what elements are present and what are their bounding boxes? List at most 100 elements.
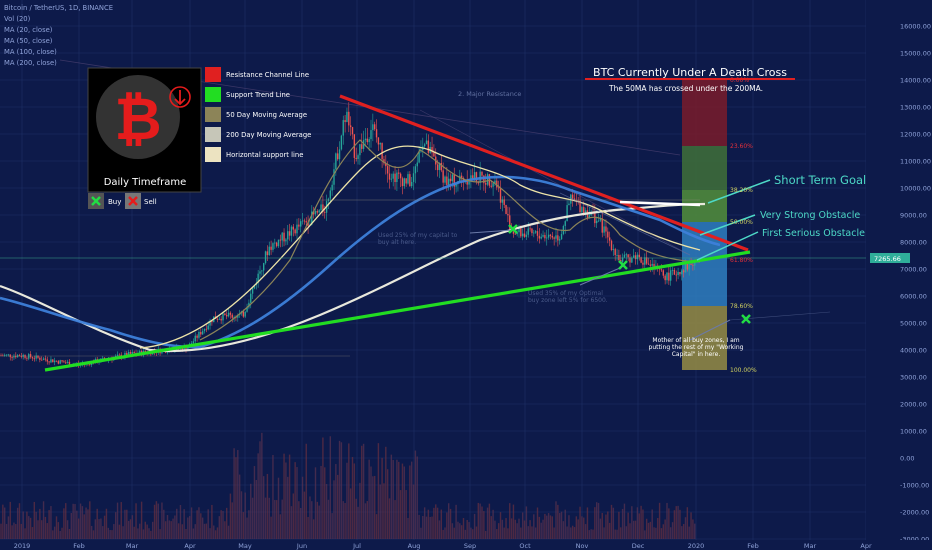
- volume-bar: [65, 503, 67, 539]
- candle-body: [634, 255, 637, 260]
- volume-bar: [618, 511, 620, 539]
- candle-body: [303, 220, 306, 222]
- volume-bar: [338, 440, 341, 539]
- volume-bar: [20, 523, 23, 539]
- candle-body: [501, 199, 504, 203]
- y-tick-label: 14000.00: [900, 77, 931, 85]
- candle-body: [620, 260, 622, 262]
- candle-body: [612, 249, 615, 251]
- resistance-channel-line: [339, 94, 749, 252]
- volume-bar: [684, 517, 687, 539]
- volume-bar: [246, 517, 248, 539]
- volume-bar: [61, 527, 63, 539]
- indicator-vol[interactable]: Vol (20): [4, 15, 31, 23]
- candle-body: [390, 178, 393, 180]
- volume-bar: [292, 493, 294, 539]
- very-strong-label: Very Strong Obstacle: [760, 210, 860, 221]
- candle-body: [425, 140, 428, 145]
- candle-body: [222, 313, 224, 321]
- indicator-ma50[interactable]: MA (50, close): [4, 37, 53, 45]
- x-tick-label: Nov: [576, 542, 589, 550]
- volume-bar: [581, 516, 583, 539]
- candle-body: [401, 178, 404, 187]
- volume-bar: [174, 515, 176, 539]
- volume-bar: [331, 513, 333, 539]
- candle-body: [229, 312, 232, 315]
- volume-bar: [4, 507, 6, 539]
- volume-bar: [520, 527, 522, 539]
- volume-bar: [644, 530, 646, 539]
- candle-body: [22, 355, 24, 357]
- volume-bar: [603, 527, 605, 539]
- candle-body: [694, 260, 696, 266]
- candle-body: [581, 207, 583, 213]
- volume-bar: [13, 522, 15, 539]
- volume-bar: [90, 525, 93, 539]
- candle-body: [407, 174, 409, 184]
- candle-body: [227, 312, 230, 317]
- volume-bar: [597, 502, 600, 539]
- arrow-short-term: [707, 179, 771, 204]
- candle-body: [200, 331, 202, 335]
- volume-bar: [261, 432, 263, 539]
- volume-bar: [433, 507, 435, 539]
- legend-label: 200 Day Moving Average: [226, 131, 311, 139]
- candle-body: [370, 130, 372, 140]
- candle-body: [190, 343, 193, 345]
- aux-line-2: [419, 109, 691, 256]
- fib-label-38: 38.20%: [730, 187, 753, 194]
- volume-bar: [66, 520, 69, 539]
- volume-bar: [63, 508, 65, 539]
- volume-bar: [118, 524, 121, 539]
- volume-bar: [503, 527, 505, 539]
- legend-label: 50 Day Moving Average: [226, 111, 307, 119]
- candle-body: [277, 239, 280, 247]
- volume-bar: [486, 507, 489, 539]
- candle-body: [621, 257, 624, 262]
- volume-bar: [485, 530, 487, 539]
- mother-zone-note: Mother of all buy zones, I am putting th…: [649, 337, 744, 358]
- volume-bar: [677, 505, 679, 539]
- x-tick-label: Mar: [804, 542, 817, 550]
- candle-body: [272, 243, 274, 250]
- legend-swatch: [205, 147, 221, 162]
- candle-body: [294, 229, 296, 234]
- candle-body: [544, 235, 546, 239]
- candle-body: [662, 270, 664, 276]
- candle-body: [522, 233, 524, 237]
- x-tick-label: Feb: [747, 542, 759, 550]
- volume-bar: [472, 529, 474, 539]
- volume-bar: [608, 522, 611, 539]
- volume-bar: [81, 506, 84, 539]
- candle-body: [571, 194, 574, 199]
- volume-bar: [571, 525, 574, 539]
- candle-body: [181, 347, 183, 351]
- volume-bar: [220, 510, 222, 539]
- candle-body: [411, 181, 413, 187]
- candle-body: [242, 311, 245, 317]
- candle-body: [194, 335, 196, 342]
- indicator-ma100[interactable]: MA (100, close): [4, 48, 57, 56]
- volume-bar: [557, 504, 559, 539]
- volume-bar: [610, 504, 613, 539]
- volume-bar: [412, 484, 415, 539]
- candle-body: [203, 328, 206, 332]
- candle-body: [131, 352, 134, 354]
- volume-bar: [542, 519, 544, 539]
- candle-body: [264, 251, 267, 264]
- volume-bar: [497, 523, 500, 539]
- candle-body: [201, 331, 204, 335]
- candle-body: [412, 173, 415, 182]
- volume-bar: [22, 511, 24, 539]
- volume-bar: [679, 509, 681, 539]
- indicator-ma200[interactable]: MA (200, close): [4, 59, 57, 67]
- candle-body: [490, 185, 492, 187]
- volume-bar: [346, 462, 348, 539]
- volume-bar: [340, 442, 343, 539]
- volume-bar: [166, 515, 169, 539]
- candle-body: [560, 234, 563, 240]
- indicator-ma20[interactable]: MA (20, close): [4, 26, 53, 34]
- candle-body: [346, 111, 348, 123]
- candle-body: [398, 172, 400, 174]
